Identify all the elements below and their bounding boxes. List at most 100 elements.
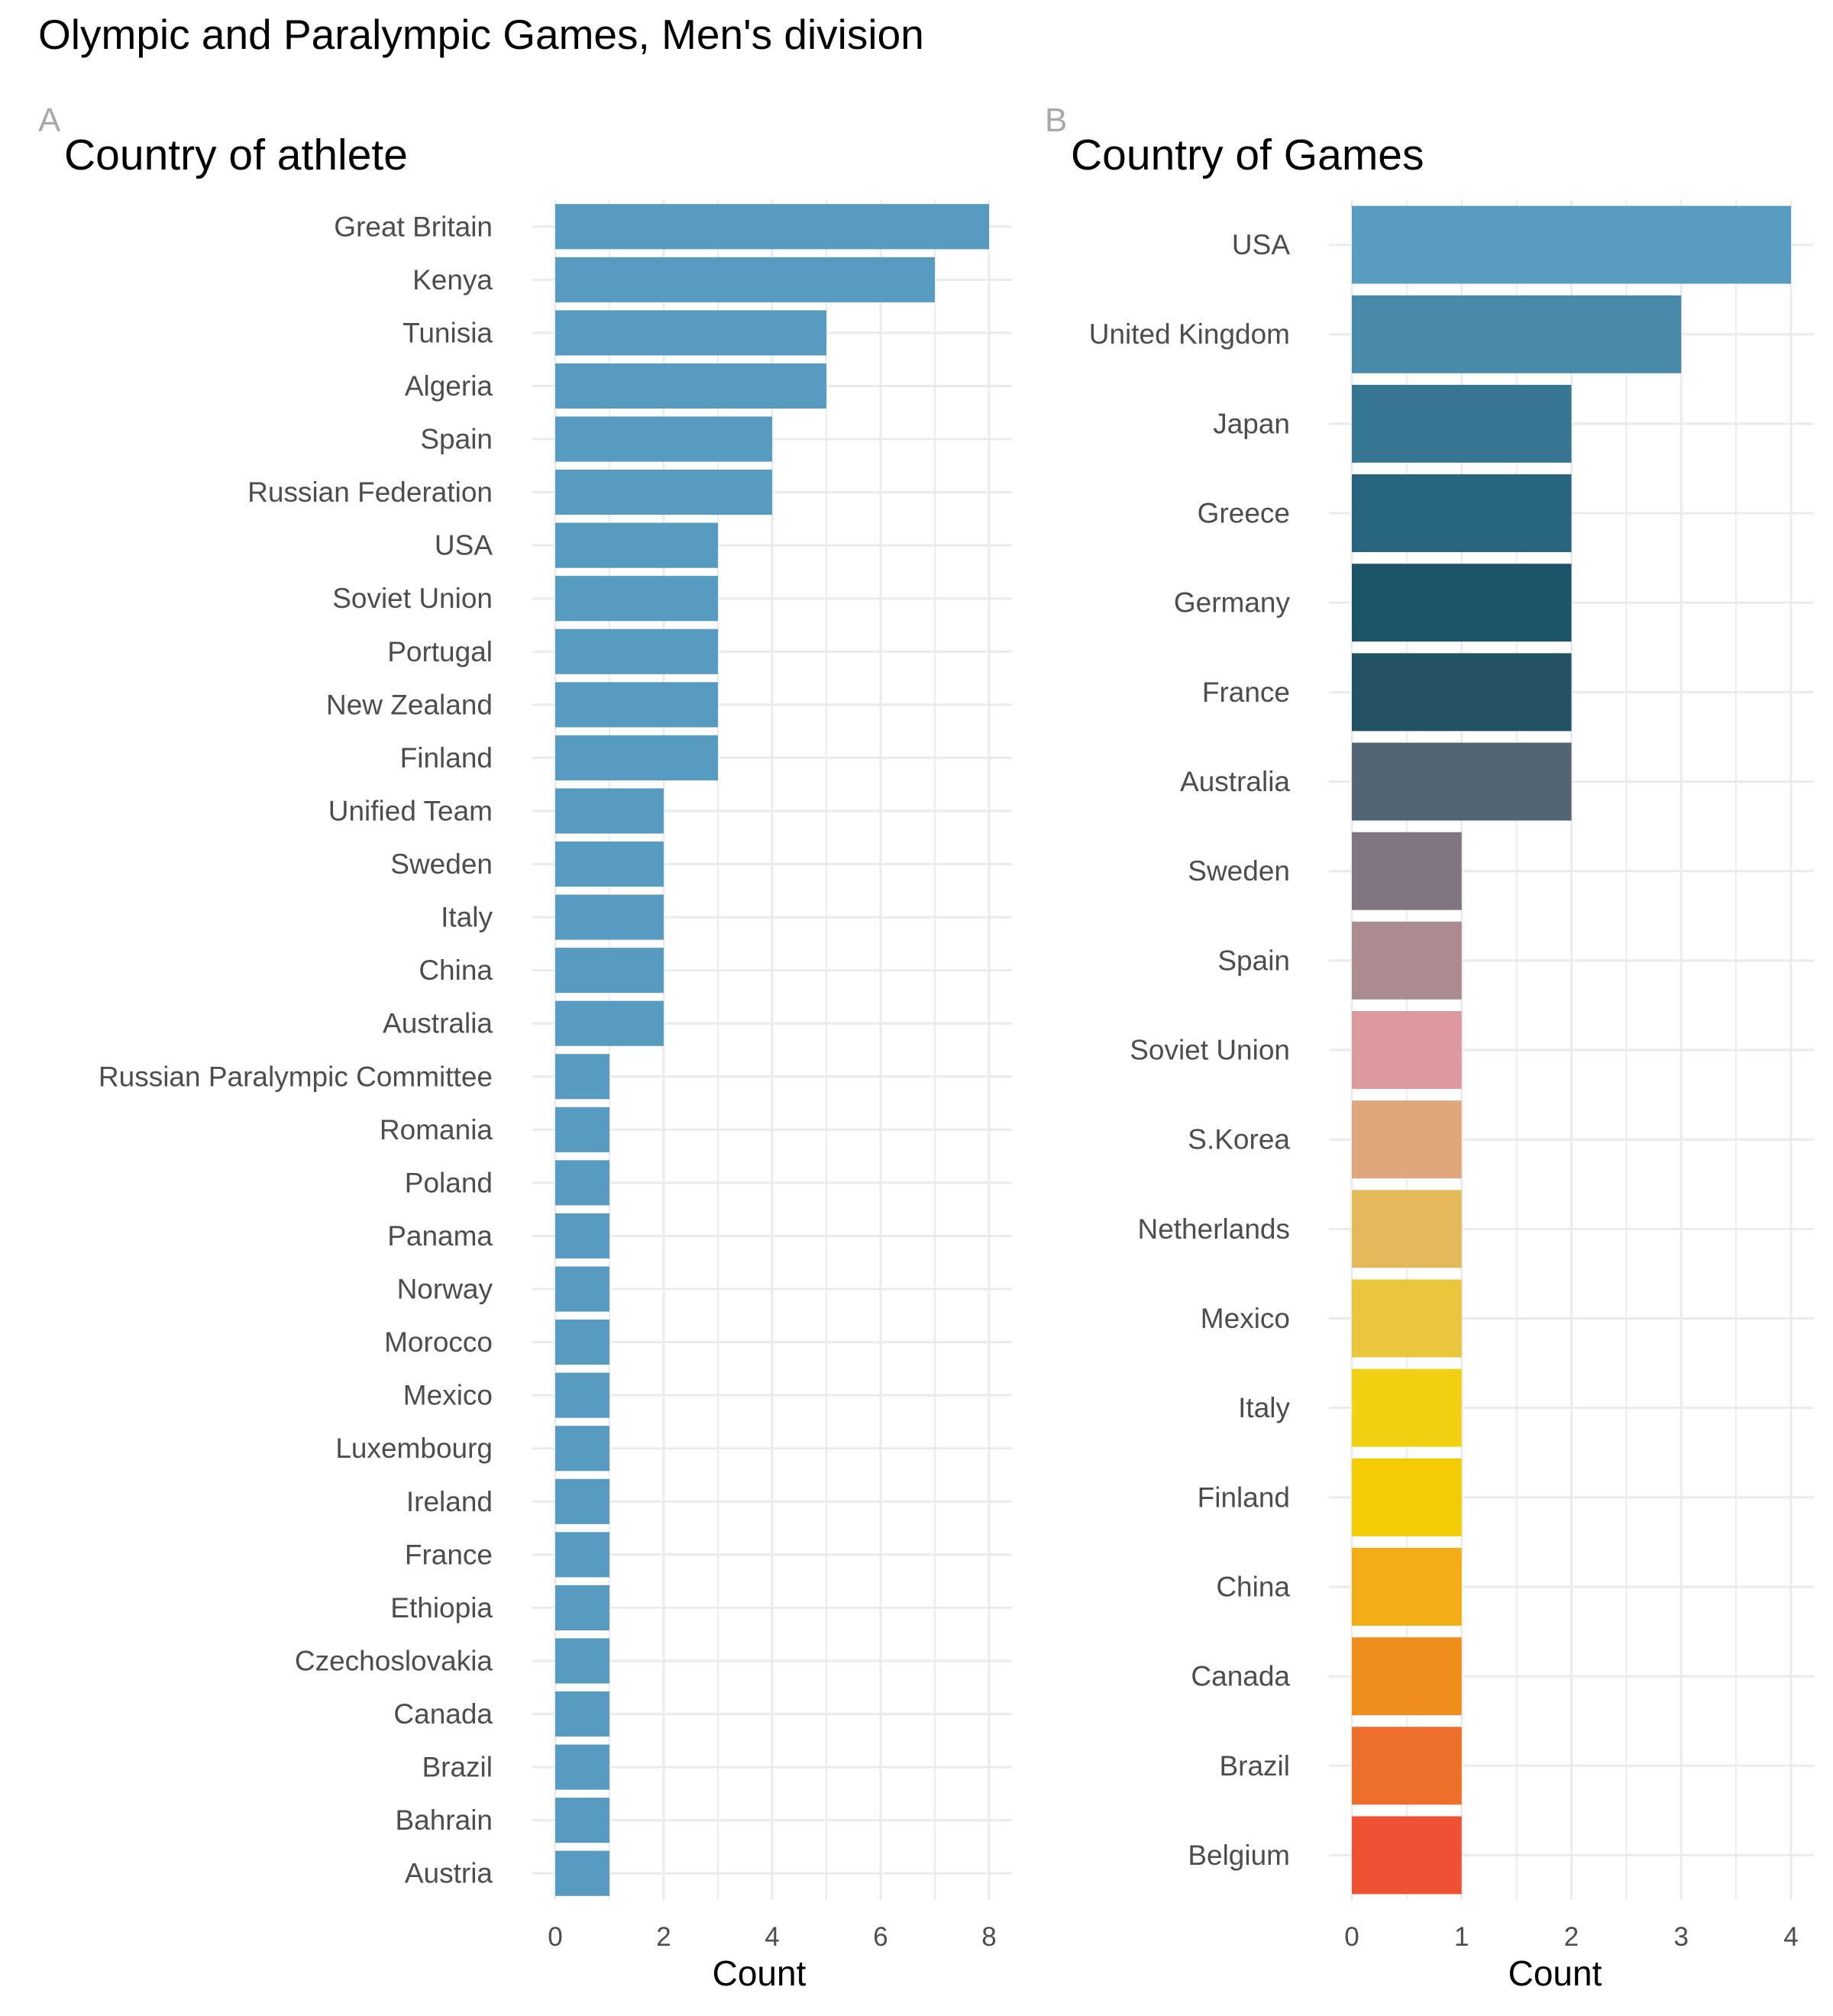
figure-title: Olympic and Paralympic Games, Men's divi… — [38, 11, 924, 58]
bar-greece — [1352, 474, 1572, 553]
category-label-sweden: Sweden — [1188, 855, 1290, 887]
panel-b-bars — [1352, 205, 1791, 1895]
bar-russian-federation — [555, 470, 772, 515]
category-label-china: China — [419, 955, 493, 986]
bar-ireland — [555, 1478, 609, 1524]
bar-panama — [555, 1213, 609, 1259]
x-tick-label: 0 — [548, 1922, 562, 1952]
category-label-russian-paralympic-committee: Russian Paralympic Committee — [99, 1061, 493, 1092]
x-tick-label: 3 — [1674, 1922, 1689, 1952]
category-label-great-britain: Great Britain — [334, 211, 493, 242]
category-label-austria: Austria — [405, 1858, 493, 1889]
x-tick-label: 2 — [656, 1922, 671, 1952]
bar-sweden — [555, 841, 664, 887]
panel-b-subtitle: Country of Games — [1071, 131, 1424, 179]
bar-spain — [1352, 921, 1462, 1000]
panel-a-tag: A — [38, 102, 61, 139]
panel-b-category-labels: USA United Kingdom Japan Greece Germany Franc… — [1089, 229, 1291, 1871]
category-label-italy: Italy — [441, 902, 493, 933]
category-label-algeria: Algeria — [405, 370, 493, 402]
x-tick-label: 1 — [1454, 1922, 1469, 1952]
category-label-luxembourg: Luxembourg — [335, 1433, 493, 1464]
panel-a-subtitle: Country of athlete — [64, 131, 408, 179]
bar-japan — [1352, 384, 1572, 463]
category-label-china: China — [1216, 1571, 1290, 1602]
category-label-panama: Panama — [387, 1220, 493, 1252]
category-label-finland: Finland — [1198, 1481, 1290, 1513]
bar-belgium — [1352, 1816, 1462, 1895]
category-label-czechoslovakia: Czechoslovakia — [295, 1645, 493, 1676]
bar-austria — [555, 1850, 609, 1896]
category-label-france: France — [1202, 677, 1290, 708]
category-label-netherlands: Netherlands — [1137, 1213, 1290, 1245]
category-label-s-korea: S.Korea — [1188, 1124, 1290, 1155]
category-label-tunisia: Tunisia — [402, 317, 493, 348]
bar-new-zealand — [555, 682, 718, 728]
bar-china — [1352, 1547, 1462, 1626]
category-label-united-kingdom: United Kingdom — [1089, 318, 1290, 350]
category-label-spain: Spain — [420, 424, 493, 455]
category-label-france: France — [405, 1539, 493, 1570]
bar-mexico — [1352, 1279, 1462, 1358]
category-label-soviet-union: Soviet Union — [1130, 1035, 1290, 1066]
bar-france — [555, 1532, 609, 1578]
category-label-mexico: Mexico — [403, 1380, 493, 1411]
bar-italy — [555, 894, 664, 940]
category-label-germany: Germany — [1174, 587, 1291, 619]
category-label-brazil: Brazil — [422, 1752, 493, 1783]
category-label-portugal: Portugal — [387, 636, 493, 667]
category-label-new-zealand: New Zealand — [326, 689, 493, 720]
category-label-brazil: Brazil — [1219, 1750, 1290, 1782]
bar-australia — [1352, 742, 1572, 821]
bar-canada — [555, 1691, 609, 1737]
category-label-mexico: Mexico — [1201, 1303, 1290, 1334]
bar-russian-paralympic-committee — [555, 1054, 609, 1100]
panel-a: A Country of athlete Great Britain Kenya T… — [38, 102, 1012, 1993]
bar-germany — [1352, 564, 1572, 642]
bar-bahrain — [555, 1798, 609, 1843]
bar-netherlands — [1352, 1190, 1462, 1268]
bar-usa — [555, 522, 718, 568]
bar-italy — [1352, 1368, 1462, 1447]
bar-morocco — [555, 1320, 609, 1365]
bar-unified-team — [555, 788, 664, 834]
category-label-bahrain: Bahrain — [395, 1804, 493, 1836]
category-label-ireland: Ireland — [406, 1486, 493, 1517]
bar-romania — [555, 1107, 609, 1152]
category-label-italy: Italy — [1238, 1392, 1290, 1423]
bar-mexico — [555, 1372, 609, 1418]
bar-australia — [555, 1000, 664, 1046]
bar-sweden — [1352, 832, 1462, 910]
bar-soviet-union — [1352, 1011, 1462, 1089]
panel-b-tag: B — [1045, 102, 1067, 139]
category-label-norway: Norway — [397, 1274, 493, 1305]
bar-france — [1352, 653, 1572, 732]
category-label-usa: USA — [435, 530, 493, 561]
category-label-soviet-union: Soviet Union — [332, 583, 493, 614]
bar-algeria — [555, 363, 826, 409]
category-label-canada: Canada — [1191, 1661, 1290, 1692]
bar-kenya — [555, 257, 935, 302]
panel-b: B Country of Games USA United Kingdom Japa… — [1045, 102, 1814, 1993]
category-label-sweden: Sweden — [390, 848, 493, 880]
panel-a-category-labels: Great Britain Kenya Tunisia Algeria Spain Rus… — [99, 211, 493, 1888]
category-label-poland: Poland — [405, 1167, 493, 1198]
bar-canada — [1352, 1637, 1462, 1716]
bar-soviet-union — [555, 576, 718, 622]
x-tick-label: 6 — [873, 1922, 887, 1952]
bar-spain — [555, 416, 772, 462]
category-label-belgium: Belgium — [1188, 1840, 1290, 1871]
bar-china — [555, 948, 664, 993]
panel-a-x-axis-label: Count — [713, 1953, 807, 1993]
category-label-spain: Spain — [1217, 945, 1290, 976]
category-label-japan: Japan — [1213, 408, 1290, 439]
category-label-canada: Canada — [393, 1698, 493, 1730]
x-tick-label: 4 — [765, 1922, 779, 1952]
bar-finland — [555, 735, 718, 780]
bar-brazil — [1352, 1727, 1462, 1805]
bar-s-korea — [1352, 1100, 1462, 1179]
category-label-usa: USA — [1232, 229, 1290, 260]
bar-norway — [555, 1266, 609, 1312]
bar-luxembourg — [555, 1426, 609, 1472]
